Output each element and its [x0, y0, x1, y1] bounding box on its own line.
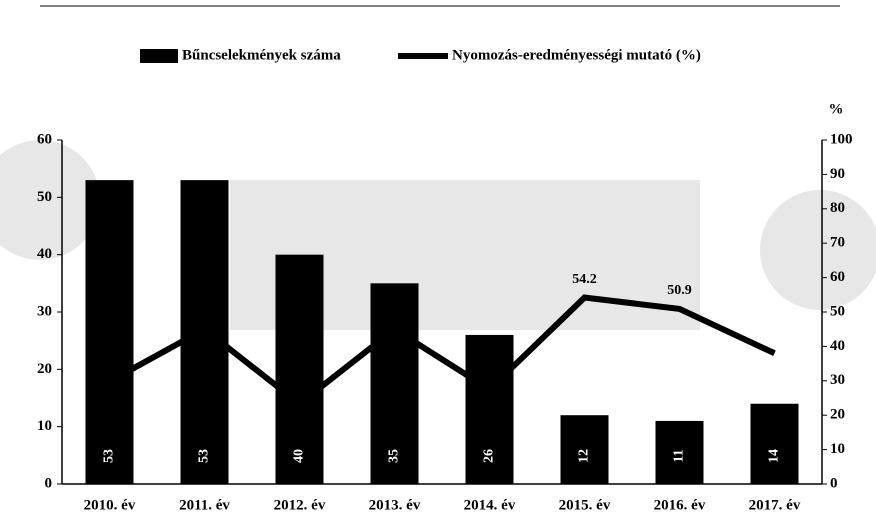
bar-label: 53: [197, 449, 212, 463]
y-tick-label: 50: [37, 189, 52, 205]
y2-tick-label: 60: [830, 269, 845, 285]
bar-label: 26: [482, 449, 497, 463]
y2-tick-label: 80: [830, 200, 845, 216]
x-tick-label: 2017. év: [749, 497, 801, 513]
line-label: 29.8: [97, 356, 122, 371]
y-tick-label: 20: [37, 361, 52, 377]
y2-tick-label: 40: [830, 338, 845, 354]
y-tick-label: 30: [37, 303, 52, 319]
bar-label: 53: [102, 449, 117, 463]
x-tick-label: 2013. év: [369, 497, 421, 513]
bar-label: 14: [767, 449, 782, 463]
legend-label: Nyomozás-eredményességi mutató (%): [452, 47, 701, 63]
y-tick-label: 10: [37, 418, 52, 434]
legend-label: Bűncselekmények száma: [182, 47, 341, 63]
y2-tick-label: 70: [830, 235, 845, 251]
bar-label: 12: [577, 449, 592, 463]
y2-tick-label: 30: [830, 372, 845, 388]
line-label: 27.5: [477, 364, 502, 379]
bar-label: 40: [292, 449, 307, 463]
bar: [751, 404, 799, 484]
bar-label: 35: [387, 449, 402, 463]
y2-tick-label: 100: [830, 131, 853, 147]
line-label: 50.9: [667, 283, 692, 298]
bar-label: 11: [672, 449, 687, 462]
y2-tick-label: 10: [830, 441, 845, 457]
y-tick-label: 60: [37, 131, 52, 147]
line-label: 45.0: [192, 303, 217, 318]
y-tick-label: 40: [37, 246, 52, 262]
y2-tick-label: 90: [830, 166, 845, 182]
x-tick-label: 2016. év: [654, 497, 706, 513]
y2-tick-label: 20: [830, 407, 845, 423]
y2-tick-label: 50: [830, 303, 845, 319]
y2-axis-title: %: [829, 101, 844, 117]
line-label: 54.2: [572, 272, 597, 287]
chart: 0 10 20 30 40 50 60 0 10 20 30 40 50 60 70 80 90 100% 2010…: [0, 0, 876, 517]
x-tick-label: 2012. év: [274, 497, 326, 513]
x-tick-label: 2010. év: [84, 497, 136, 513]
legend-swatch: [140, 49, 178, 63]
x-tick-label: 2015. év: [559, 497, 611, 513]
x-tick-label: 2014. év: [464, 497, 516, 513]
line-label: 23.3: [287, 378, 312, 393]
bar: [86, 180, 134, 484]
x-tick-label: 2011. év: [179, 497, 230, 513]
y2-tick-label: 0: [830, 475, 838, 491]
y-tick-label: 0: [45, 475, 53, 491]
